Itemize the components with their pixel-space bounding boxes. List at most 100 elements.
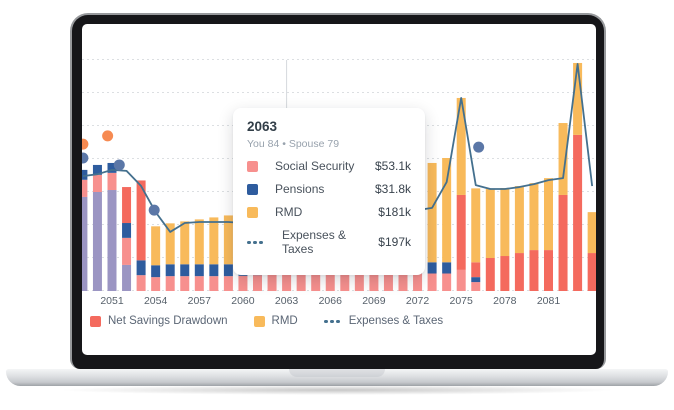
bar-segment-ss-2060[interactable] — [238, 275, 248, 291]
bar-segment-rmd-2057[interactable] — [194, 219, 204, 265]
bar-segment-rmd-2078[interactable] — [500, 188, 510, 257]
tooltip-row-social-security: Social Security $53.1k — [247, 159, 411, 173]
bar-segment-ss-2062[interactable] — [267, 274, 277, 292]
bar-segment-pen-2056[interactable] — [180, 264, 190, 277]
tooltip-row-value: $31.8k — [374, 182, 411, 196]
bar-segment-rmd-2055[interactable] — [165, 223, 175, 265]
scatter-dot — [473, 141, 485, 153]
bar-segment-ss-2054[interactable] — [151, 277, 161, 291]
legend-item-expenses-taxes[interactable]: Expenses & Taxes — [323, 315, 443, 327]
tooltip-row-rmd: RMD $181k — [247, 205, 411, 219]
bar-segment-ss-2058[interactable] — [209, 276, 219, 291]
bar-segment-ss-2052[interactable] — [122, 237, 132, 265]
bar-segment-rmd-2058[interactable] — [209, 217, 219, 265]
bar-segment-pen-2051[interactable] — [107, 162, 117, 173]
legend-item-net-savings-drawdown[interactable]: Net Savings Drawdown — [90, 315, 228, 327]
rmd-swatch-icon — [253, 315, 265, 327]
bar-segment-ss-2050[interactable] — [92, 174, 102, 192]
bar-segment-ss-2064[interactable] — [296, 273, 306, 291]
bar-segment-red-2084[interactable] — [587, 253, 596, 291]
bar-segment-rmd-2079[interactable] — [514, 186, 524, 254]
bar-segment-pen-2052[interactable] — [122, 223, 132, 238]
bar-segment-rmd-2082[interactable] — [558, 123, 568, 195]
bar-segment-ss-2057[interactable] — [194, 276, 204, 291]
social-security-swatch-icon — [247, 160, 258, 172]
bar-segment-ss-2076[interactable] — [471, 282, 481, 291]
bar-segment-ss-2051[interactable] — [107, 172, 117, 191]
bar-segment-ss-2068[interactable] — [354, 273, 364, 291]
bar-segment-red-2053[interactable] — [136, 180, 146, 261]
bar-segment-rmd-2075[interactable] — [456, 97, 466, 195]
bar-segment-rmd-2073[interactable] — [427, 162, 437, 263]
tooltip-row-value: $197k — [378, 235, 411, 249]
bar-segment-pen-2057[interactable] — [194, 264, 204, 277]
bar-segment-red-2077[interactable] — [485, 258, 495, 291]
bar-segment-purple-2052[interactable] — [122, 264, 132, 291]
x-tick-2075: 2075 — [449, 295, 473, 307]
bar-segment-red-2076[interactable] — [471, 262, 481, 278]
bar-segment-ss-2067[interactable] — [340, 273, 350, 291]
tooltip-row-value: $53.1k — [374, 159, 411, 173]
bar-segment-purple-2049[interactable] — [82, 196, 88, 291]
laptop-notch — [289, 369, 385, 377]
bar-segment-red-2052[interactable] — [122, 187, 132, 224]
scatter-dot — [102, 130, 114, 142]
bar-segment-ss-2074[interactable] — [442, 273, 452, 291]
bar-segment-ss-2059[interactable] — [223, 276, 233, 291]
laptop-bezel: 2051 2054 2057 2060 2063 2066 2069 2072 2075 2078… — [70, 13, 606, 369]
bar-segment-ss-2053[interactable] — [136, 275, 146, 291]
bar-segment-ss-2066[interactable] — [325, 273, 335, 291]
bar-segment-rmd-2083[interactable] — [573, 62, 583, 135]
bar-segment-rmd-2054[interactable] — [151, 226, 161, 266]
bar-segment-pen-2050[interactable] — [92, 164, 102, 175]
bar-segment-ss-2063[interactable] — [282, 273, 292, 291]
legend-item-rmd[interactable]: RMD — [253, 315, 298, 327]
bar-segment-pen-2074[interactable] — [442, 262, 452, 274]
bar-segment-rmd-2074[interactable] — [442, 158, 452, 263]
scatter-dot — [82, 152, 89, 164]
bar-segment-ss-2075[interactable] — [456, 269, 466, 291]
bar-segment-rmd-2084[interactable] — [587, 212, 596, 254]
bar-segment-pen-2055[interactable] — [165, 264, 175, 277]
bar-segment-red-2078[interactable] — [500, 256, 510, 291]
bar-segment-pen-2049[interactable] — [82, 169, 88, 180]
x-tick-2063: 2063 — [274, 295, 299, 307]
bar-segment-pen-2058[interactable] — [209, 264, 219, 277]
bar-segment-ss-2069[interactable] — [369, 273, 379, 291]
bar-segment-ss-2072[interactable] — [413, 273, 423, 291]
bar-segment-ss-2049[interactable] — [82, 179, 88, 197]
bar-segment-pen-2059[interactable] — [223, 264, 233, 277]
bar-segment-ss-2061[interactable] — [253, 275, 262, 291]
bar-segment-ss-2073[interactable] — [427, 273, 437, 291]
bar-segment-pen-2076[interactable] — [471, 277, 481, 283]
x-tick-2081: 2081 — [536, 295, 561, 307]
scatter-dot — [82, 138, 89, 150]
tooltip-row-expenses-taxes: Expenses & Taxes $197k — [247, 228, 411, 256]
x-tick-2057: 2057 — [187, 295, 211, 307]
bar-segment-purple-2051[interactable] — [107, 190, 117, 291]
tooltip-row-value: $181k — [378, 205, 411, 219]
bar-segment-ss-2070[interactable] — [383, 273, 393, 291]
bar-segment-red-2080[interactable] — [529, 250, 539, 291]
rmd-swatch-icon — [247, 206, 258, 218]
bar-segment-ss-2065[interactable] — [311, 273, 321, 291]
bar-segment-red-2075[interactable] — [456, 194, 466, 270]
bar-segment-ss-2071[interactable] — [398, 273, 408, 291]
bar-segment-purple-2050[interactable] — [92, 192, 102, 291]
bar-segment-red-2083[interactable] — [573, 134, 583, 291]
bar-segment-ss-2056[interactable] — [180, 276, 190, 291]
bar-segment-rmd-2059[interactable] — [223, 215, 233, 265]
bar-segment-pen-2053[interactable] — [136, 260, 146, 276]
bar-segment-pen-2073[interactable] — [427, 262, 437, 274]
bar-segment-ss-2055[interactable] — [165, 276, 175, 291]
bar-segment-rmd-2081[interactable] — [544, 178, 553, 251]
bar-segment-rmd-2077[interactable] — [485, 189, 495, 258]
bar-segment-pen-2054[interactable] — [151, 265, 161, 278]
bar-segment-red-2082[interactable] — [558, 194, 568, 291]
bar-segment-rmd-2080[interactable] — [529, 183, 539, 251]
bar-segment-red-2079[interactable] — [514, 253, 524, 291]
bar-segment-rmd-2076[interactable] — [471, 188, 481, 263]
bar-segment-rmd-2056[interactable] — [180, 221, 190, 265]
bar-segment-red-2081[interactable] — [544, 250, 553, 291]
tooltip-row-label: Social Security — [275, 159, 355, 173]
